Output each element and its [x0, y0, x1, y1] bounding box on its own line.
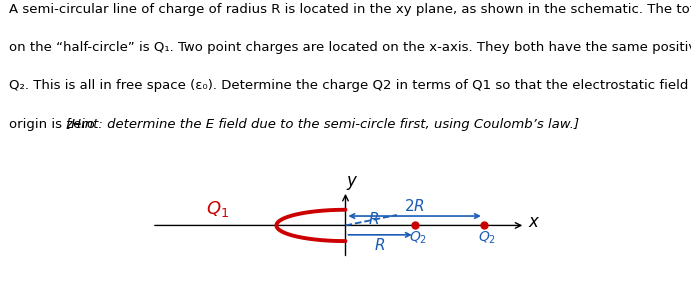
Text: $\mathit{R}$: $\mathit{R}$	[375, 237, 386, 253]
Text: $\mathit{R}$: $\mathit{R}$	[368, 211, 379, 227]
Text: on the “half-circle” is Q₁. Two point charges are located on the x-axis. They bo: on the “half-circle” is Q₁. Two point ch…	[9, 41, 691, 54]
Text: x: x	[529, 213, 538, 231]
Text: y: y	[346, 172, 356, 190]
Text: $\mathit{Q_2}$: $\mathit{Q_2}$	[409, 230, 427, 246]
Text: $\mathit{Q_2}$: $\mathit{Q_2}$	[478, 230, 496, 246]
Text: A semi-circular line of charge of radius R is located in the xy plane, as shown : A semi-circular line of charge of radius…	[9, 3, 691, 16]
Text: origin is zero.: origin is zero.	[9, 118, 103, 131]
Text: $\mathit{Q_1}$: $\mathit{Q_1}$	[206, 199, 229, 219]
Text: Q₂. This is all in free space (ε₀). Determine the charge Q2 in terms of Q1 so th: Q₂. This is all in free space (ε₀). Dete…	[9, 79, 691, 92]
Text: $\mathit{2R}$: $\mathit{2R}$	[404, 198, 425, 214]
Text: [Hint: determine the E field due to the semi-circle first, using Coulomb’s law.]: [Hint: determine the E field due to the …	[66, 118, 579, 131]
